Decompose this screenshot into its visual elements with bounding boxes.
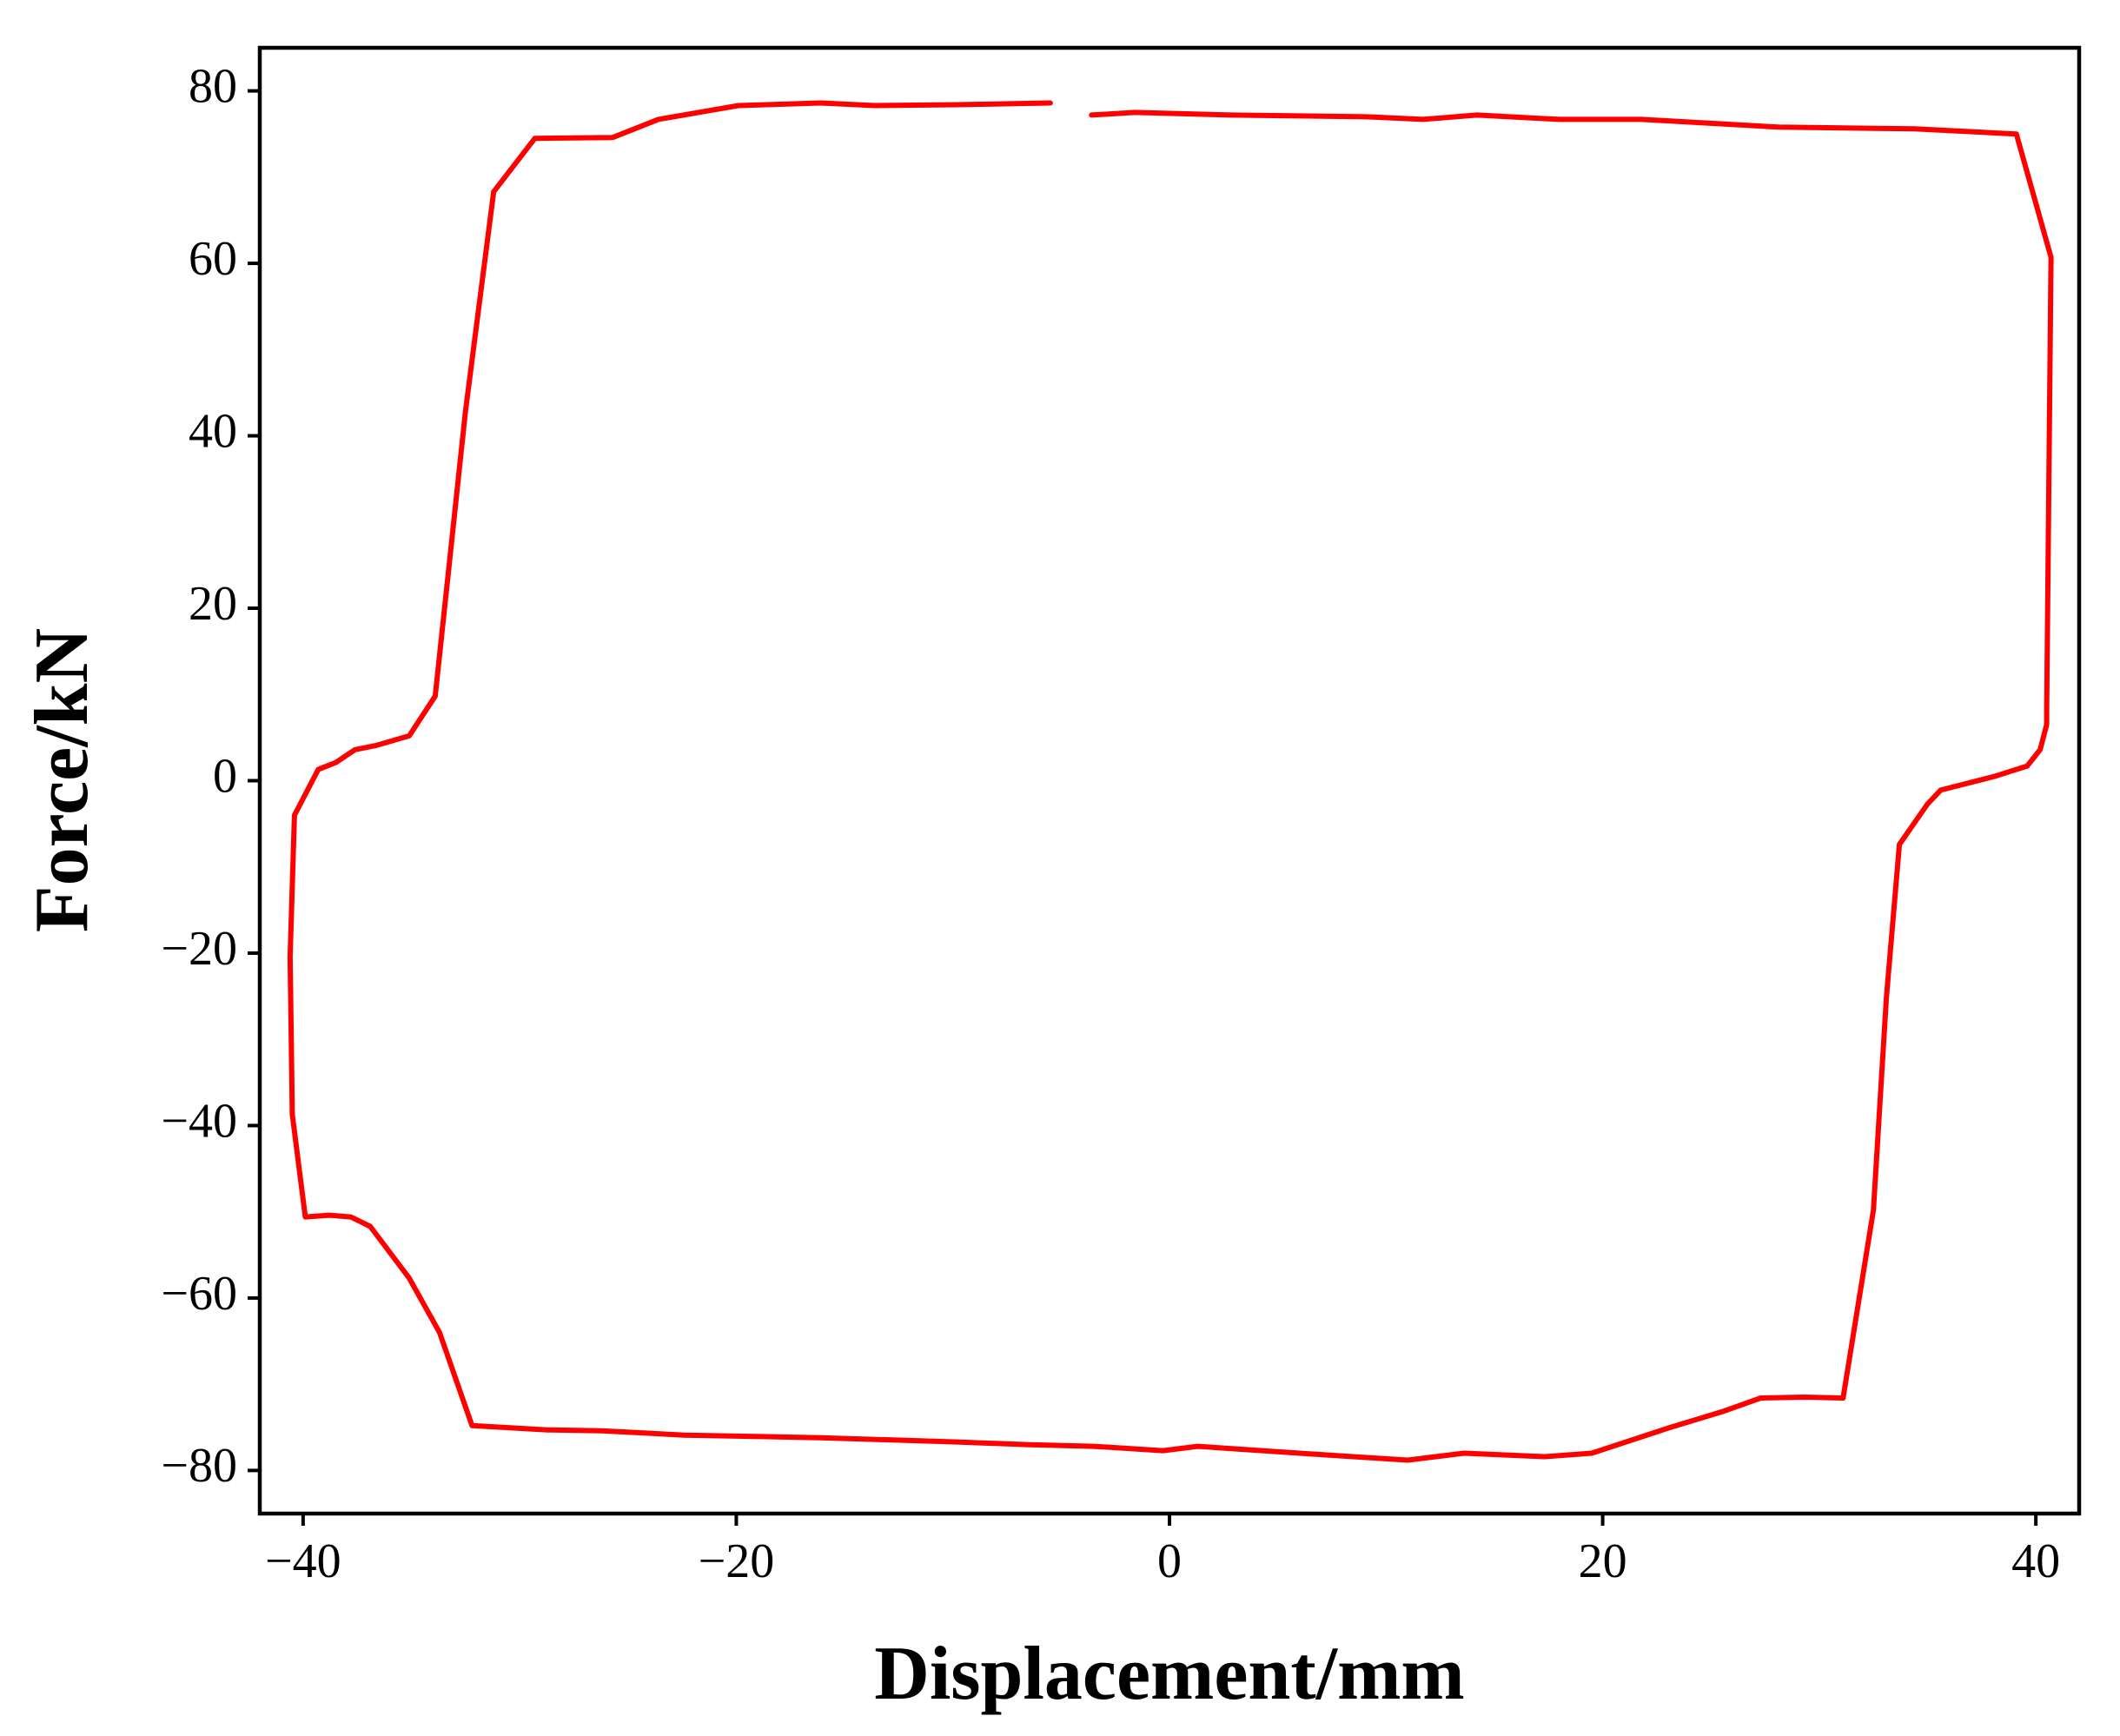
y-tick-label: −60 [161,1267,237,1321]
plot-frame [257,45,2082,1516]
y-tick-label: 60 [189,232,237,286]
x-tick-label: 20 [1579,1534,1627,1588]
y-tick-label: 80 [189,59,237,113]
x-tick-label: −20 [699,1534,775,1588]
y-tick-label: −40 [161,1094,237,1148]
x-tick-label: 40 [2011,1534,2060,1588]
y-tick-label: −20 [161,922,237,976]
x-axis-title: Displacement/mm [874,1632,1464,1716]
x-tick-label: 0 [1157,1534,1182,1588]
y-tick-label: 20 [189,577,237,631]
y-tick-label: 40 [189,404,237,458]
y-tick-label: 0 [213,749,237,803]
x-tick-label: −40 [265,1534,341,1588]
data-line [287,100,2054,1463]
y-axis-title: Force/kN [20,628,104,932]
y-tick-label: −80 [161,1439,237,1493]
